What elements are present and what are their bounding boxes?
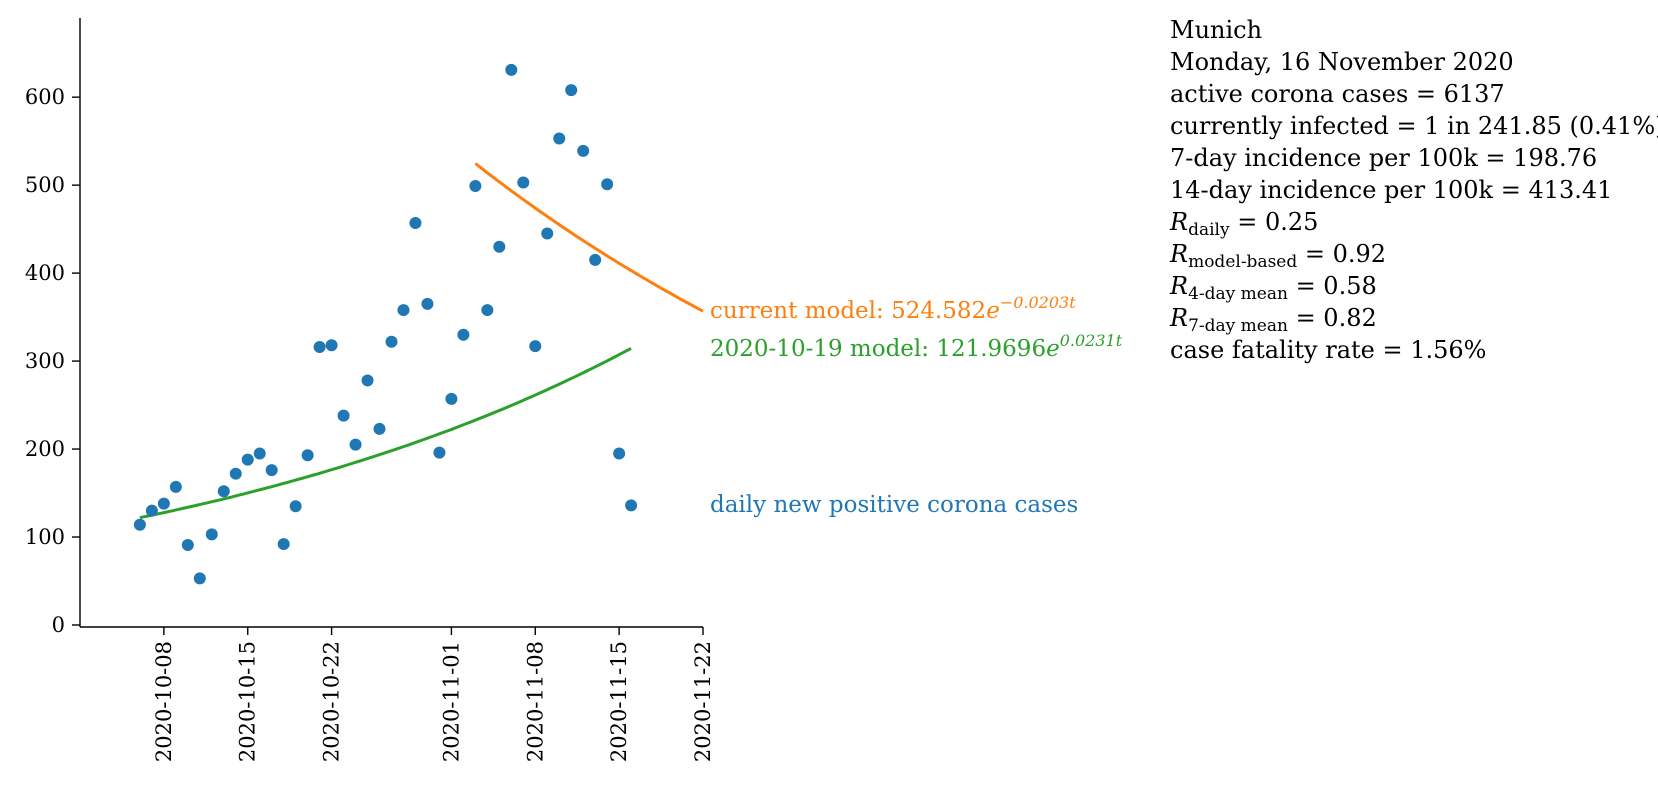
- data-point: [625, 499, 638, 512]
- r-value: = 0.25: [1229, 208, 1319, 236]
- data-point: [601, 178, 614, 191]
- data-point: [589, 253, 602, 266]
- data-point: [361, 374, 374, 387]
- data-point: [241, 453, 254, 466]
- data-point: [157, 497, 170, 510]
- data-point: [181, 538, 194, 551]
- data-point: [313, 341, 326, 354]
- data-points: [133, 63, 638, 585]
- data-point: [277, 538, 290, 551]
- data-point: [205, 528, 218, 541]
- y-tick-label: 0: [52, 613, 65, 637]
- series-label: current model: 524.582e−0.0203t: [710, 293, 1076, 324]
- data-point: [133, 518, 146, 531]
- y-tick-label: 100: [25, 525, 65, 549]
- x-tick-label: 2020-10-22: [320, 641, 344, 762]
- data-point: [481, 304, 494, 317]
- data-point: [217, 485, 230, 498]
- data-point: [349, 438, 362, 451]
- data-point: [445, 392, 458, 405]
- data-point: [145, 504, 158, 517]
- chart: 2020-10-08 2020-10-15 2020-10-22 2020-11-01…: [25, 18, 1123, 762]
- info-city: Munich: [1170, 16, 1263, 44]
- r-subscript: daily: [1188, 220, 1230, 240]
- r-value: = 0.92: [1297, 240, 1387, 268]
- data-point: [553, 132, 566, 145]
- data-point: [289, 500, 302, 513]
- data-point: [517, 176, 530, 189]
- data-point: [385, 335, 398, 348]
- r-value: = 0.82: [1287, 304, 1377, 332]
- data-point: [565, 84, 578, 97]
- r-symbol: R: [1170, 240, 1189, 268]
- r-symbol: R: [1170, 208, 1189, 236]
- info-r-model: Rmodel-based = 0.92: [1170, 238, 1658, 272]
- r-subscript: model-based: [1188, 252, 1298, 272]
- y-tick-label: 200: [25, 437, 65, 461]
- info-incidence-14day: 14-day incidence per 100k = 413.41: [1170, 176, 1613, 204]
- info-r-daily: Rdaily = 0.25: [1170, 206, 1658, 240]
- series-labels: current model: 524.582e−0.0203t 2020-10-1…: [710, 293, 1123, 518]
- data-point: [505, 63, 518, 76]
- r-subscript: 7-day mean: [1188, 316, 1288, 336]
- data-point: [469, 180, 482, 193]
- data-point: [229, 467, 242, 480]
- data-point: [301, 449, 314, 462]
- model-lines: [139, 162, 704, 520]
- info-active-cases: active corona cases = 6137: [1170, 80, 1505, 108]
- axes: [79, 18, 703, 628]
- data-point: [337, 409, 350, 422]
- data-point: [325, 339, 338, 352]
- r-subscript: 4-day mean: [1188, 284, 1288, 304]
- info-case-fatality-rate: case fatality rate = 1.56%: [1170, 336, 1487, 364]
- x-tick-label: 2020-11-22: [691, 641, 715, 762]
- data-point: [373, 422, 386, 435]
- info-currently-infected: currently infected = 1 in 241.85 (0.41%): [1170, 112, 1658, 140]
- data-point: [397, 304, 410, 317]
- model-line: [474, 162, 704, 313]
- model-line: [139, 347, 632, 520]
- data-point: [613, 447, 626, 460]
- x-tick-label: 2020-11-01: [439, 641, 463, 762]
- x-tick-label: 2020-11-08: [523, 641, 547, 762]
- info-panel: Munich Monday, 16 November 2020 active c…: [1170, 14, 1658, 366]
- r-symbol: R: [1170, 272, 1189, 300]
- y-tick-label: 500: [25, 173, 65, 197]
- x-ticks: 2020-10-08 2020-10-15 2020-10-22 2020-11-01…: [152, 627, 715, 762]
- r-symbol: R: [1170, 304, 1189, 332]
- series-label: 2020-10-19 model: 121.9696e0.0231t: [710, 331, 1123, 362]
- data-point: [193, 572, 206, 585]
- data-point: [265, 464, 278, 477]
- info-r-7day: R7-day mean = 0.82: [1170, 302, 1658, 336]
- info-incidence-7day: 7-day incidence per 100k = 198.76: [1170, 144, 1598, 172]
- x-tick-label: 2020-10-08: [152, 641, 176, 762]
- data-point: [577, 144, 590, 157]
- info-date: Monday, 16 November 2020: [1170, 48, 1514, 76]
- y-tick-label: 600: [25, 85, 65, 109]
- y-tick-label: 300: [25, 349, 65, 373]
- data-point: [169, 480, 182, 493]
- r-value: = 0.58: [1287, 272, 1377, 300]
- data-point: [529, 340, 542, 353]
- series-label: daily new positive corona cases: [710, 492, 1078, 518]
- data-point: [409, 216, 422, 229]
- data-point: [253, 447, 266, 460]
- x-tick-label: 2020-10-15: [236, 641, 260, 762]
- x-tick-label: 2020-11-15: [607, 641, 631, 762]
- data-point: [433, 446, 446, 459]
- data-point: [541, 227, 554, 240]
- y-ticks: 0 100 200 300 400 500 600: [25, 85, 80, 637]
- data-point: [493, 240, 506, 253]
- info-r-4day: R4-day mean = 0.58: [1170, 270, 1658, 304]
- data-point: [457, 328, 470, 341]
- data-point: [421, 297, 434, 310]
- y-tick-label: 400: [25, 261, 65, 285]
